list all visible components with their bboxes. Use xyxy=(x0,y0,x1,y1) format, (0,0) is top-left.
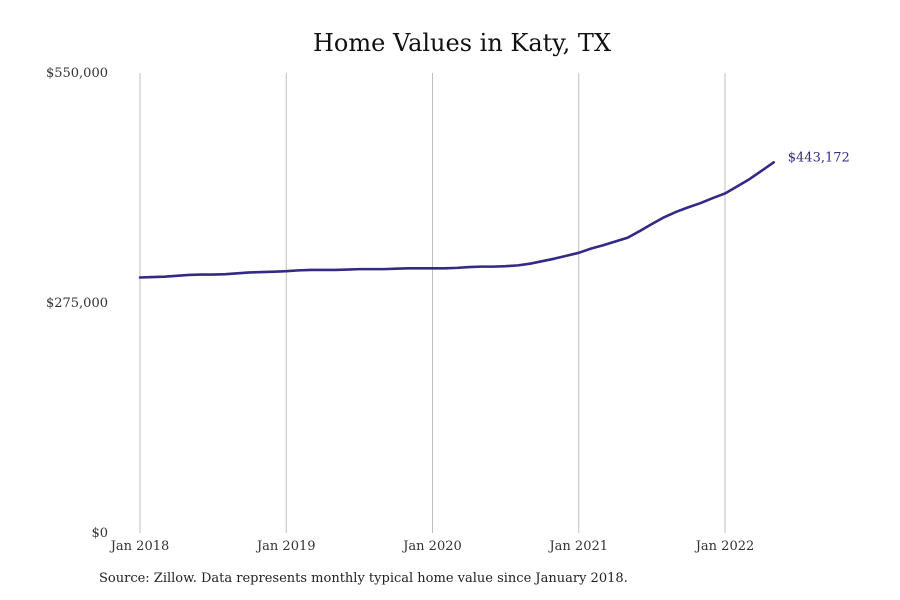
y-tick-label: $275,000 xyxy=(46,296,108,311)
x-tick-label: Jan 2022 xyxy=(694,539,755,554)
x-tick-label: Jan 2018 xyxy=(109,539,170,554)
x-tick-label: Jan 2019 xyxy=(255,539,316,554)
y-tick-label: $550,000 xyxy=(46,66,108,81)
y-tick-label: $0 xyxy=(91,526,108,541)
chart-title: Home Values in Katy, TX xyxy=(313,29,611,57)
series-line xyxy=(138,161,776,279)
end-value-label: $443,172 xyxy=(788,150,850,165)
gridlines xyxy=(139,73,726,533)
y-axis-ticks: $550,000 $275,000 $0 xyxy=(46,66,108,541)
x-tick-label: Jan 2020 xyxy=(401,539,462,554)
series-layer xyxy=(138,161,776,279)
source-note: Source: Zillow. Data represents monthly … xyxy=(99,571,628,586)
x-axis-ticks: Jan 2018 Jan 2019 Jan 2020 Jan 2021 Jan 2022 xyxy=(109,539,755,554)
x-tick-label: Jan 2021 xyxy=(547,539,608,554)
